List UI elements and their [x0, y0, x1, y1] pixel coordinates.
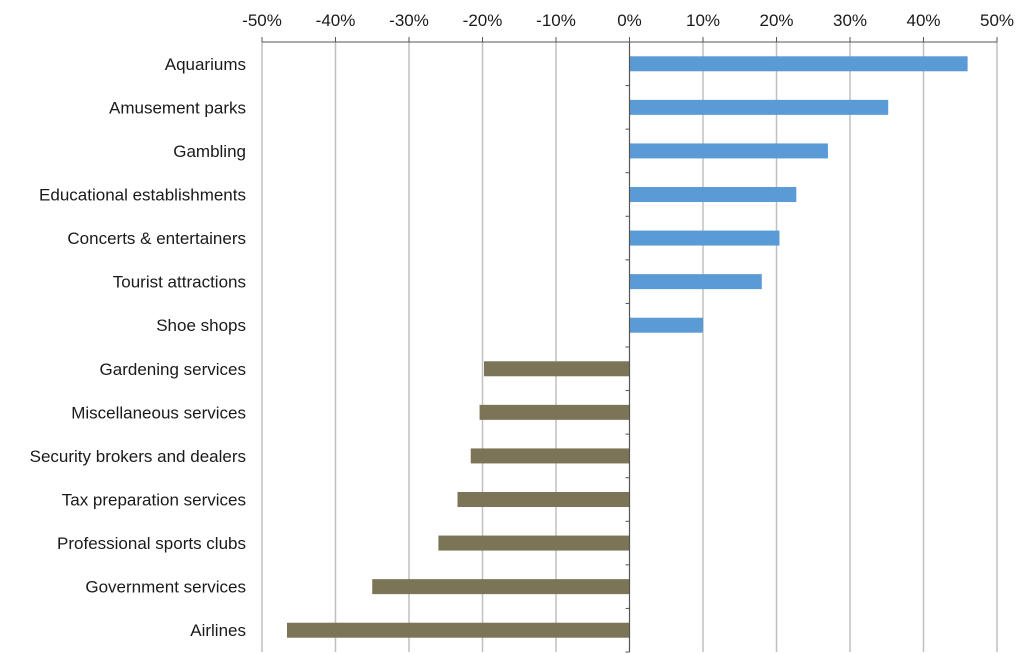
bar [286, 622, 630, 638]
category-label: Amusement parks [109, 98, 246, 117]
bar [479, 404, 630, 420]
bar [629, 56, 968, 72]
bars [286, 56, 968, 638]
category-label: Professional sports clubs [57, 534, 246, 553]
category-label: Security brokers and dealers [30, 447, 246, 466]
x-tick-label: 10% [686, 11, 720, 30]
bar [629, 230, 780, 246]
bar [629, 274, 762, 290]
bar [470, 448, 630, 464]
x-tick-label: 0% [617, 11, 642, 30]
x-tick-label: 50% [980, 11, 1014, 30]
bar [483, 361, 630, 377]
x-tick-label: -50% [242, 11, 282, 30]
x-tick-label: 30% [833, 11, 867, 30]
category-label: Gardening services [100, 360, 246, 379]
bar [438, 535, 630, 551]
x-tick-label: -10% [536, 11, 576, 30]
bar [629, 317, 703, 333]
x-tick-label: 20% [759, 11, 793, 30]
category-label: Government services [85, 578, 246, 597]
category-label: Tax preparation services [62, 491, 246, 510]
x-tick-label: -40% [316, 11, 356, 30]
bar [629, 143, 828, 159]
x-tick-label: 40% [906, 11, 940, 30]
category-label: Aquariums [165, 55, 246, 74]
category-label: Concerts & entertainers [67, 229, 246, 248]
category-label: Shoe shops [156, 316, 246, 335]
bar [629, 187, 797, 202]
labels: -50% -40% -30% -20% -10% 0% 10% 20% 30% 40% 50% Aqu… [30, 11, 1014, 640]
bar [372, 579, 630, 595]
category-label: Educational establishments [39, 186, 246, 205]
bar [457, 492, 630, 507]
category-label: Miscellaneous services [71, 403, 246, 422]
x-tick-label: -20% [463, 11, 503, 30]
category-label: Gambling [173, 142, 246, 161]
category-label: Airlines [190, 621, 246, 640]
category-label: Tourist attractions [113, 273, 246, 292]
x-tick-label: -30% [389, 11, 429, 30]
bar [629, 99, 889, 115]
axes [261, 37, 998, 653]
